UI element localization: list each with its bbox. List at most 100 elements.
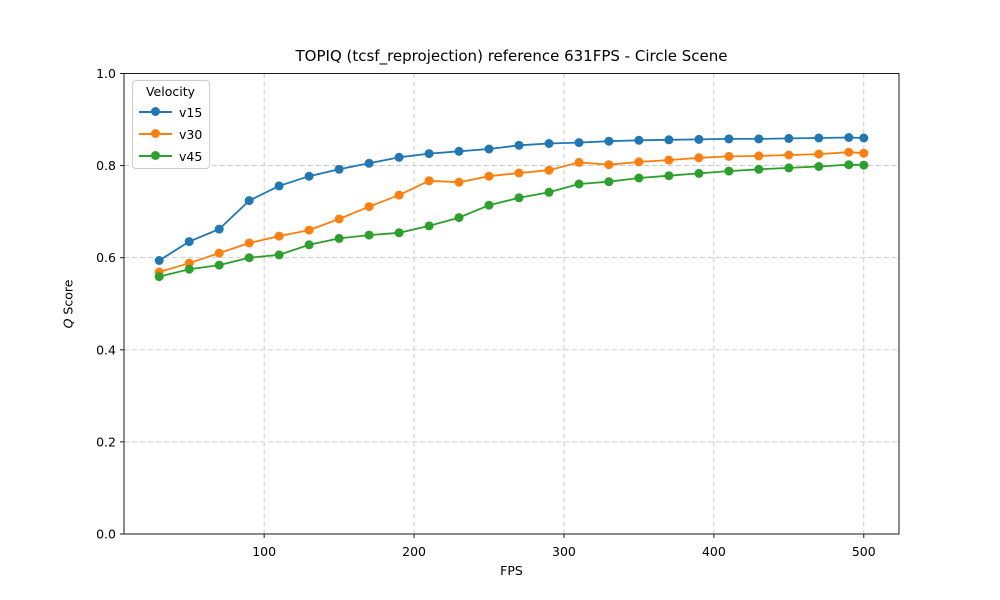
data-point-v45 [724, 166, 734, 176]
legend-items: v15 v30 v45 [139, 101, 202, 167]
y-tick-label: 1.0 [96, 66, 116, 81]
data-point-v45 [214, 260, 224, 270]
data-point-v30 [394, 190, 404, 200]
x-tick-label: 100 [252, 544, 276, 559]
data-point-v30 [664, 155, 674, 165]
data-point-v45 [484, 200, 494, 210]
data-point-v15 [784, 133, 794, 143]
x-axis-label: FPS [500, 563, 523, 578]
y-tick-label: 0.4 [96, 342, 116, 357]
legend-item-v45: v45 [139, 145, 202, 167]
data-point-v15 [859, 133, 869, 143]
data-point-v45 [664, 171, 674, 181]
data-point-v30 [844, 147, 854, 157]
data-point-v15 [694, 134, 704, 144]
data-point-v30 [304, 225, 314, 235]
data-point-v30 [244, 238, 254, 248]
data-point-v45 [544, 187, 554, 197]
data-point-v30 [784, 150, 794, 160]
data-point-v15 [304, 171, 314, 181]
legend-label: v15 [179, 104, 203, 120]
data-point-v30 [274, 231, 284, 241]
data-point-v15 [844, 133, 854, 142]
data-point-v45 [154, 272, 164, 282]
data-point-v45 [784, 163, 794, 173]
data-point-v30 [364, 202, 374, 212]
data-point-v45 [364, 230, 374, 240]
plot-border [123, 73, 900, 535]
x-tick-label: 500 [852, 544, 876, 559]
data-point-v30 [484, 171, 494, 181]
x-tick-label: 300 [552, 544, 576, 559]
data-point-v30 [814, 149, 824, 159]
legend-line-marker-icon [139, 129, 172, 139]
data-point-v15 [394, 152, 404, 162]
data-point-v15 [274, 181, 284, 191]
x-tick-label: 400 [702, 544, 726, 559]
data-point-v15 [454, 146, 464, 156]
legend-label: v30 [179, 126, 203, 142]
data-point-v45 [334, 233, 344, 243]
data-point-v15 [334, 164, 344, 174]
data-point-v15 [724, 134, 734, 144]
data-point-v45 [274, 250, 284, 260]
y-axis-label: Q Score [61, 280, 76, 329]
data-point-v45 [694, 168, 704, 178]
y-tick-label: 0.2 [96, 434, 116, 449]
data-point-v15 [634, 135, 644, 145]
legend-title: Velocity [145, 84, 196, 99]
legend-item-v15: v15 [139, 101, 202, 123]
data-point-v30 [334, 214, 344, 224]
data-point-v45 [634, 173, 644, 183]
data-point-v15 [184, 237, 194, 247]
legend-item-v30: v30 [139, 123, 202, 145]
data-point-v45 [859, 160, 869, 170]
data-point-v15 [664, 135, 674, 145]
data-point-v45 [424, 221, 434, 231]
legend-line-marker-icon [139, 151, 172, 161]
data-point-v15 [154, 256, 164, 265]
data-point-v45 [244, 253, 254, 263]
data-point-v30 [604, 160, 614, 170]
data-point-v15 [514, 140, 524, 150]
series-line-v45 [158, 163, 864, 278]
legend-label: v45 [179, 148, 203, 164]
legend: Velocity v15 v30 v45 [132, 80, 210, 169]
data-point-v15 [544, 139, 554, 148]
data-point-v30 [514, 168, 524, 178]
data-point-v30 [454, 177, 464, 187]
data-point-v45 [604, 177, 614, 187]
x-tick-label: 200 [402, 544, 426, 559]
data-point-v45 [184, 264, 194, 274]
data-point-v15 [244, 196, 254, 206]
data-point-v45 [844, 160, 854, 170]
data-point-v30 [634, 157, 644, 167]
data-point-v45 [304, 240, 314, 250]
data-point-v30 [544, 165, 554, 175]
data-point-v15 [364, 158, 374, 168]
data-point-v15 [604, 136, 614, 146]
data-point-v30 [754, 151, 764, 161]
data-point-v45 [754, 164, 764, 174]
y-tick-label: 0.0 [96, 527, 116, 542]
legend-line-marker-icon [139, 107, 172, 117]
data-point-v15 [754, 134, 764, 144]
data-point-v45 [814, 162, 824, 171]
data-point-v15 [574, 138, 584, 148]
chart-title: TOPIQ (tcsf_reprojection) reference 631F… [295, 47, 728, 65]
data-point-v45 [574, 179, 584, 189]
data-point-v30 [574, 157, 584, 167]
data-point-v45 [514, 193, 524, 203]
data-point-v30 [724, 151, 734, 161]
y-axis-label-math-part: Q [60, 318, 76, 329]
data-point-v15 [214, 224, 224, 234]
data-point-v30 [214, 248, 224, 258]
y-axis-label-text-part: Score [60, 279, 76, 315]
data-point-v45 [454, 213, 464, 223]
data-point-v15 [814, 133, 824, 143]
data-point-v30 [694, 153, 704, 163]
data-point-v30 [424, 176, 434, 186]
y-tick-label: 0.8 [96, 158, 116, 173]
